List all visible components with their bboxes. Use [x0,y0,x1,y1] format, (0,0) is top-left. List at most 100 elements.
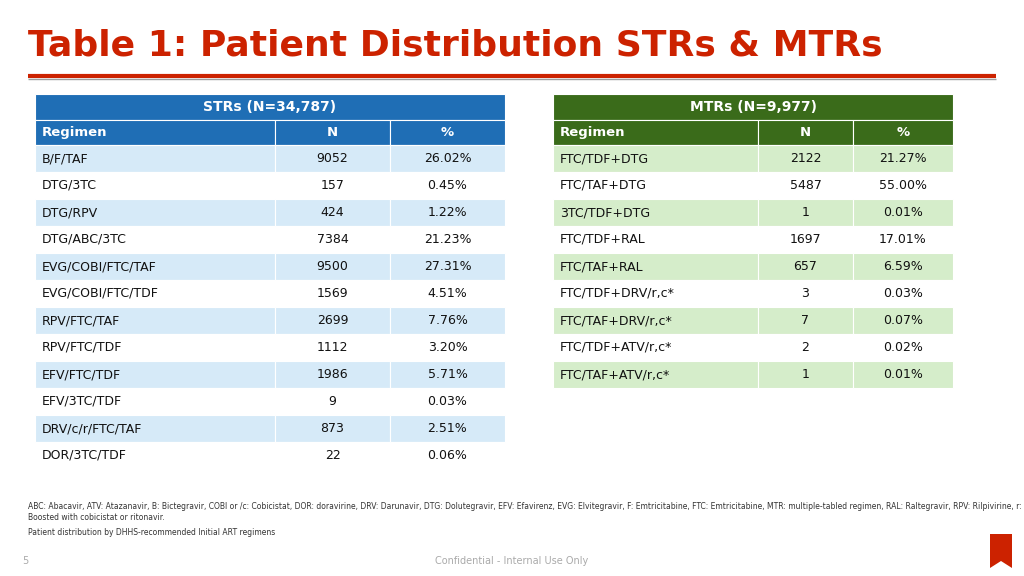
Text: %: % [896,126,909,139]
Text: DTG/RPV: DTG/RPV [42,206,98,219]
Bar [553,253,758,280]
Bar [390,388,505,415]
Text: 657: 657 [794,260,817,273]
Text: EFV/FTC/TDF: EFV/FTC/TDF [42,368,121,381]
Text: EVG/COBI/FTC/TDF: EVG/COBI/FTC/TDF [42,287,159,300]
Text: DRV/c/r/FTC/TAF: DRV/c/r/FTC/TAF [42,422,142,435]
Bar [35,415,275,442]
Bar [553,94,953,120]
Bar [553,280,758,307]
Bar [758,199,853,226]
Text: FTC/TDF+ATV/r,c*: FTC/TDF+ATV/r,c* [560,341,673,354]
Bar [553,172,758,199]
Text: Boosted with cobicistat or ritonavir.: Boosted with cobicistat or ritonavir. [28,513,165,522]
Text: 0.06%: 0.06% [428,449,467,462]
Bar [553,199,758,226]
Bar [275,361,390,388]
Bar [390,442,505,469]
Bar [553,334,758,361]
Text: N: N [327,126,338,139]
Text: 0.07%: 0.07% [883,314,923,327]
Text: 7.76%: 7.76% [428,314,467,327]
Bar [853,307,953,334]
Bar [853,253,953,280]
Bar [35,253,275,280]
Bar [853,226,953,253]
Bar [758,120,853,145]
Text: 26.02%: 26.02% [424,152,471,165]
Bar [553,145,758,172]
Bar [35,145,275,172]
Text: 0.03%: 0.03% [883,287,923,300]
Bar [35,334,275,361]
Text: Regimen: Regimen [560,126,626,139]
Bar [390,226,505,253]
Bar [35,226,275,253]
Bar [35,442,275,469]
Text: 6.59%: 6.59% [883,260,923,273]
Bar [390,280,505,307]
Text: 4.51%: 4.51% [428,287,467,300]
Bar [390,120,505,145]
Bar [35,280,275,307]
Text: 7: 7 [802,314,810,327]
Text: ABC: Abacavir, ATV: Atazanavir, B: Bictegravir, COBI or /c: Cobicistat, DOR: dor: ABC: Abacavir, ATV: Atazanavir, B: Bicte… [28,502,1024,511]
Bar [758,253,853,280]
Bar [390,415,505,442]
Text: 2122: 2122 [790,152,821,165]
Bar [553,226,758,253]
Text: FTC/TDF+DTG: FTC/TDF+DTG [560,152,649,165]
Text: 2: 2 [802,341,809,354]
Bar [758,226,853,253]
Text: 9052: 9052 [316,152,348,165]
Bar [853,120,953,145]
Text: B/F/TAF: B/F/TAF [42,152,89,165]
Text: 0.45%: 0.45% [428,179,467,192]
Text: FTC/TAF+DTG: FTC/TAF+DTG [560,179,647,192]
Bar [758,145,853,172]
Bar [275,145,390,172]
Text: 0.01%: 0.01% [883,368,923,381]
Bar [853,334,953,361]
Bar [275,120,390,145]
Bar [853,361,953,388]
Bar [758,334,853,361]
Text: 0.02%: 0.02% [883,341,923,354]
Bar [275,172,390,199]
Bar [758,280,853,307]
Text: Regimen: Regimen [42,126,108,139]
Text: 873: 873 [321,422,344,435]
Bar [275,415,390,442]
Text: 1.22%: 1.22% [428,206,467,219]
Bar [390,361,505,388]
Bar [35,172,275,199]
Text: 3.20%: 3.20% [428,341,467,354]
Bar [275,253,390,280]
Bar [35,120,275,145]
Text: FTC/TAF+ATV/r,c*: FTC/TAF+ATV/r,c* [560,368,671,381]
Text: 21.27%: 21.27% [880,152,927,165]
Bar [758,361,853,388]
Text: FTC/TDF+RAL: FTC/TDF+RAL [560,233,646,246]
Bar [275,307,390,334]
Text: 5.71%: 5.71% [428,368,467,381]
Bar [390,307,505,334]
Text: N: N [800,126,811,139]
Bar [390,145,505,172]
Text: STRs (N=34,787): STRs (N=34,787) [204,100,337,114]
Text: 3TC/TDF+DTG: 3TC/TDF+DTG [560,206,650,219]
Text: 2.51%: 2.51% [428,422,467,435]
Text: %: % [441,126,454,139]
Bar [390,199,505,226]
Text: 21.23%: 21.23% [424,233,471,246]
Text: EVG/COBI/FTC/TAF: EVG/COBI/FTC/TAF [42,260,157,273]
Text: 1697: 1697 [790,233,821,246]
Bar [275,226,390,253]
Bar [390,172,505,199]
Text: 5: 5 [22,556,29,566]
Text: 0.03%: 0.03% [428,395,467,408]
Text: FTC/TAF+RAL: FTC/TAF+RAL [560,260,644,273]
Bar [35,199,275,226]
Text: EFV/3TC/TDF: EFV/3TC/TDF [42,395,122,408]
Bar [553,120,758,145]
